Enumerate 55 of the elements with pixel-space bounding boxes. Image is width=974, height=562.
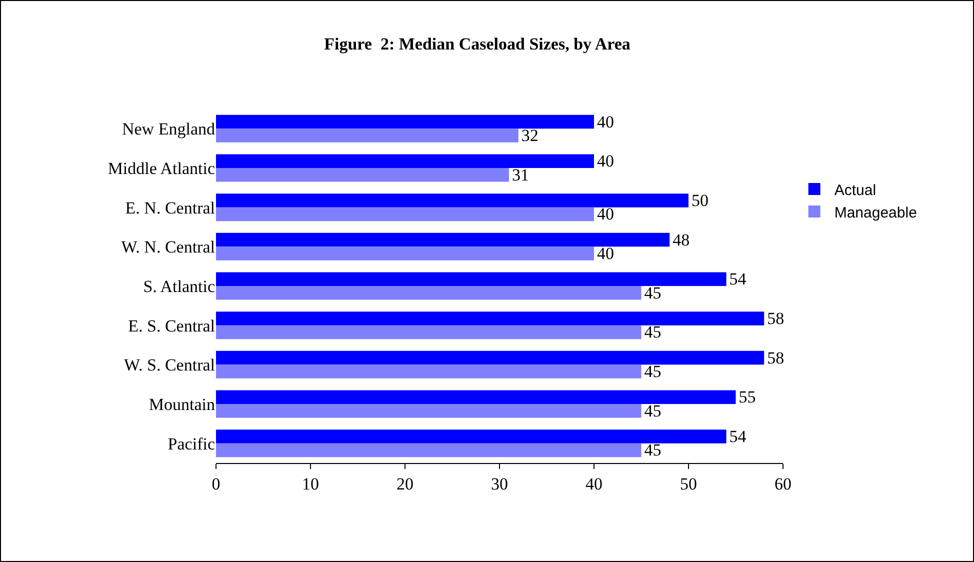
data-label: 55	[738, 388, 756, 407]
bar	[216, 114, 594, 129]
bar	[216, 154, 594, 168]
data-label: 40	[597, 152, 614, 171]
y-tick-label: E. N. Central	[125, 198, 216, 218]
x-tick-label: 40	[586, 474, 602, 494]
bar	[216, 312, 764, 326]
x-tick-label: 10	[302, 474, 319, 494]
data-label: 58	[767, 348, 784, 368]
x-tick-label: 50	[680, 474, 697, 494]
data-label: 45	[644, 322, 662, 342]
y-tick-label: Middle Atlantic	[108, 158, 216, 178]
bar	[216, 207, 594, 222]
chart-title: Figure 2: Median Caseload Sizes, by Area	[324, 34, 631, 54]
data-label: 40	[597, 204, 614, 224]
bar	[216, 430, 726, 444]
x-tick-label: 0	[212, 474, 220, 494]
data-label: 58	[767, 308, 784, 328]
bar	[216, 350, 764, 365]
data-label: 40	[597, 112, 614, 132]
data-label: 45	[644, 283, 662, 302]
bar	[216, 194, 688, 208]
data-label: 54	[729, 270, 747, 289]
bar	[216, 364, 642, 378]
bar	[216, 272, 726, 286]
x-tick-label: 30	[491, 474, 508, 494]
data-label: 45	[644, 362, 662, 382]
data-label: 50	[692, 190, 708, 210]
bar	[216, 443, 642, 458]
data-label: 31	[512, 165, 529, 184]
data-label: 45	[644, 401, 662, 420]
legend-label: Manageable	[834, 204, 917, 222]
bar	[216, 246, 594, 260]
y-tick-label: W. S. Central	[124, 356, 216, 375]
x-tick-label: 20	[396, 474, 414, 494]
bar	[216, 168, 509, 182]
x-tick-label: 60	[774, 474, 792, 494]
data-label: 48	[672, 230, 690, 250]
data-label: 45	[644, 440, 662, 460]
y-tick-label: Pacific	[168, 434, 216, 454]
bar	[216, 128, 518, 142]
y-tick-label: Mountain	[148, 394, 216, 414]
data-label: 32	[521, 126, 538, 146]
bar	[216, 232, 670, 247]
y-tick-label: E. S. Central	[128, 316, 216, 336]
legend-label: Actual	[834, 182, 876, 199]
bar	[216, 404, 642, 418]
bar	[216, 390, 736, 404]
y-tick-label: New England	[122, 120, 216, 139]
y-tick-label: S. Atlantic	[143, 276, 216, 296]
bar	[216, 286, 642, 300]
data-label: 54	[729, 426, 747, 446]
bar	[216, 325, 642, 340]
y-tick-label: W. N. Central	[121, 238, 216, 257]
data-label: 40	[597, 244, 614, 264]
